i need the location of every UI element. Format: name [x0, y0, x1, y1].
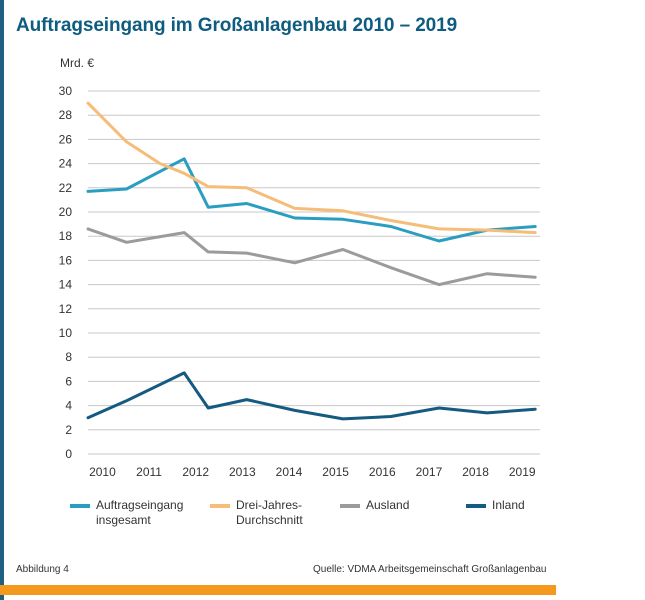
legend-label: Drei-Jahres- Durchschnitt [236, 498, 303, 527]
legend-label: Auftragseingang insgesamt [96, 498, 184, 527]
y-tick-label: 8 [65, 350, 72, 364]
x-tick-label: 2013 [229, 465, 256, 479]
y-tick-label: 6 [65, 374, 72, 388]
series-line-auftragseingang-insgesamt [86, 157, 537, 243]
legend-swatch [210, 504, 230, 508]
legend-item-ausland: Ausland [340, 498, 409, 513]
y-axis-unit-label: Mrd. € [60, 56, 95, 70]
y-tick-label: 22 [59, 181, 73, 195]
y-tick-label: 0 [65, 447, 72, 461]
legend-swatch [340, 504, 360, 508]
legend-item-auftragseingang: Auftragseingang insgesamt [70, 498, 183, 528]
y-tick-label: 28 [59, 108, 73, 122]
x-tick-label: 2015 [322, 465, 349, 479]
source-note: Quelle: VDMA Arbeitsgemeinschaft Großanl… [313, 564, 547, 575]
series-lines [86, 101, 537, 421]
x-tick-label: 2014 [276, 465, 303, 479]
y-tick-label: 4 [65, 399, 72, 413]
accent-bottom-bar [0, 585, 556, 595]
x-tick-label: 2011 [136, 465, 162, 479]
y-tick-label: 2 [65, 423, 72, 437]
series-line-ausland [86, 227, 537, 287]
series-line-drei-jahres-durchschnitt [86, 101, 537, 235]
chart-card: Auftragseingang im Großanlagenbau 2010 –… [0, 0, 556, 600]
legend-item-inland: Inland [466, 498, 525, 513]
x-tick-label: 2010 [89, 465, 116, 479]
legend-label: Ausland [366, 498, 410, 512]
legend-swatch [70, 504, 90, 508]
x-tick-label: 2019 [509, 465, 536, 479]
x-tick-label: 2017 [416, 465, 443, 479]
y-tick-label: 18 [59, 229, 73, 243]
gridlines [88, 90, 540, 455]
y-tick-label: 26 [59, 132, 73, 146]
legend-item-drei-jahres: Drei-Jahres- Durchschnitt [210, 498, 303, 528]
y-tick-label: 12 [59, 302, 73, 316]
y-tick-label: 24 [59, 157, 73, 171]
series-line-inland [86, 371, 537, 421]
y-tick-label: 16 [59, 253, 73, 267]
figure-label: Abbildung 4 [16, 564, 69, 575]
legend-label: Inland [492, 498, 525, 512]
x-axis-ticks: 2010 2011 2012 2013 2014 2015 2016 2017 2018 2019 [89, 465, 536, 479]
x-tick-label: 2018 [462, 465, 489, 479]
chart-title: Auftragseingang im Großanlagenbau 2010 –… [16, 15, 458, 36]
accent-left-bar [0, 0, 4, 600]
x-tick-label: 2016 [369, 465, 396, 479]
legend-swatch [466, 504, 486, 508]
x-tick-label: 2012 [182, 465, 209, 479]
y-tick-label: 14 [59, 278, 73, 292]
y-tick-label: 30 [59, 84, 73, 98]
y-tick-label: 10 [59, 326, 73, 340]
y-tick-label: 20 [59, 205, 73, 219]
